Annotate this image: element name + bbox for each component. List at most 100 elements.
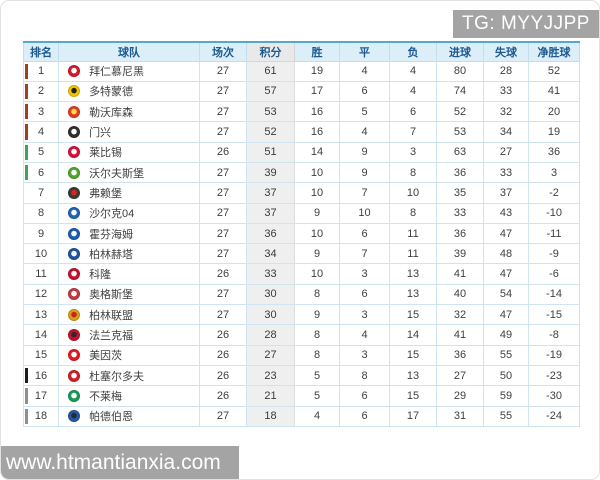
losses-value: 4 xyxy=(389,80,437,103)
played-value: 27 xyxy=(199,101,247,123)
team-crest-icon xyxy=(68,410,80,423)
goal-diff-value: -24 xyxy=(528,405,580,427)
draws-value: 8 xyxy=(339,364,390,387)
header-losses: 负 xyxy=(389,41,437,62)
table-row: 2 多特蒙德 27 57 17 6 4 74 33 41 xyxy=(23,80,580,103)
goals-for-value: 63 xyxy=(436,141,484,163)
losses-value: 14 xyxy=(389,324,437,346)
points-value: 34 xyxy=(246,243,295,265)
goal-diff-value: -2 xyxy=(528,182,580,204)
rank-value: 13 xyxy=(34,308,48,321)
team-crest-icon xyxy=(68,126,80,139)
points-value: 21 xyxy=(246,385,295,407)
losses-value: 10 xyxy=(389,182,437,204)
goal-diff-value: 36 xyxy=(528,141,580,163)
played-value: 27 xyxy=(199,121,247,143)
table-row: 1 拜仁慕尼黑 27 61 19 4 4 80 28 52 xyxy=(23,60,580,82)
played-value: 26 xyxy=(199,385,247,407)
wins-value: 10 xyxy=(294,263,340,285)
team-crest-icon xyxy=(68,288,80,301)
draws-value: 9 xyxy=(339,141,390,163)
losses-value: 13 xyxy=(389,364,437,387)
draws-value: 3 xyxy=(339,304,390,326)
goal-diff-value: 20 xyxy=(528,101,580,123)
draws-value: 9 xyxy=(339,161,390,184)
wins-value: 5 xyxy=(294,385,340,407)
team-name: 柏林赫塔 xyxy=(89,248,134,261)
wins-value: 9 xyxy=(294,243,340,265)
losses-value: 6 xyxy=(389,101,437,123)
table-row: 11 科隆 26 33 10 3 13 41 47 -6 xyxy=(23,263,580,285)
draws-value: 6 xyxy=(339,80,390,103)
wins-value: 9 xyxy=(294,304,340,326)
team-crest-icon xyxy=(68,247,80,260)
losses-value: 11 xyxy=(389,222,437,245)
qualification-zone-bar xyxy=(25,83,28,100)
wins-value: 5 xyxy=(294,364,340,387)
table-header-row: 排名 球队 场次 积分 胜 平 负 进球 失球 净胜球 xyxy=(23,41,580,62)
team-name: 门兴 xyxy=(89,127,112,140)
goals-against-value: 37 xyxy=(483,182,529,204)
goal-diff-value: -8 xyxy=(528,324,580,346)
wins-value: 10 xyxy=(294,222,340,245)
rank-value: 17 xyxy=(34,389,48,402)
goal-diff-value: 52 xyxy=(528,60,580,82)
qualification-zone-bar xyxy=(25,144,28,160)
rank-value: 1 xyxy=(37,65,45,78)
qualification-zone-bar xyxy=(25,124,28,140)
header-played: 场次 xyxy=(199,41,247,62)
goals-for-value: 31 xyxy=(436,405,484,427)
wins-value: 8 xyxy=(294,283,340,306)
goal-diff-value: 3 xyxy=(528,161,580,184)
goals-for-value: 27 xyxy=(436,364,484,387)
points-value: 28 xyxy=(246,324,295,346)
goals-for-value: 36 xyxy=(436,344,484,366)
draws-value: 4 xyxy=(339,60,390,82)
wins-value: 17 xyxy=(294,80,340,103)
goals-against-value: 48 xyxy=(483,243,529,265)
played-value: 27 xyxy=(199,243,247,265)
table-row: 8 沙尔克04 27 37 9 10 8 33 43 -10 xyxy=(23,202,580,224)
losses-value: 13 xyxy=(389,283,437,306)
table-row: 3 勒沃库森 27 53 16 5 6 52 32 20 xyxy=(23,101,580,123)
losses-value: 7 xyxy=(389,121,437,143)
played-value: 27 xyxy=(199,304,247,326)
header-team: 球队 xyxy=(58,41,200,62)
table-row: 5 莱比锡 26 51 14 9 3 63 27 36 xyxy=(23,141,580,163)
draws-value: 3 xyxy=(339,344,390,366)
team-name: 勒沃库森 xyxy=(89,106,134,119)
rank-value: 15 xyxy=(34,349,48,362)
draws-value: 7 xyxy=(339,243,390,265)
goal-diff-value: -10 xyxy=(528,202,580,224)
goal-diff-value: -15 xyxy=(528,304,580,326)
goals-for-value: 41 xyxy=(436,263,484,285)
wins-value: 16 xyxy=(294,121,340,143)
goals-against-value: 50 xyxy=(483,364,529,387)
points-value: 27 xyxy=(246,344,295,366)
goals-for-value: 35 xyxy=(436,182,484,204)
goals-for-value: 40 xyxy=(436,283,484,306)
draws-value: 6 xyxy=(339,283,390,306)
team-name: 科隆 xyxy=(89,269,112,282)
points-value: 37 xyxy=(246,182,295,204)
team-name: 柏林联盟 xyxy=(89,309,134,322)
table-row: 12 奥格斯堡 27 30 8 6 13 40 54 -14 xyxy=(23,283,580,306)
goal-diff-value: -30 xyxy=(528,385,580,407)
rank-value: 8 xyxy=(37,207,45,220)
rank-value: 3 xyxy=(37,105,45,118)
points-value: 52 xyxy=(246,121,295,143)
goals-against-value: 27 xyxy=(483,141,529,163)
goals-against-value: 47 xyxy=(483,304,529,326)
played-value: 26 xyxy=(199,263,247,285)
points-value: 53 xyxy=(246,101,295,123)
header-goal-diff: 净胜球 xyxy=(528,41,580,62)
team-crest-icon xyxy=(68,85,80,98)
goals-for-value: 53 xyxy=(436,121,484,143)
losses-value: 3 xyxy=(389,141,437,163)
goals-against-value: 33 xyxy=(483,161,529,184)
table-row: 17 不莱梅 26 21 5 6 15 29 59 -30 xyxy=(23,385,580,407)
points-value: 39 xyxy=(246,161,295,184)
goal-diff-value: -14 xyxy=(528,283,580,306)
goal-diff-value: 41 xyxy=(528,80,580,103)
